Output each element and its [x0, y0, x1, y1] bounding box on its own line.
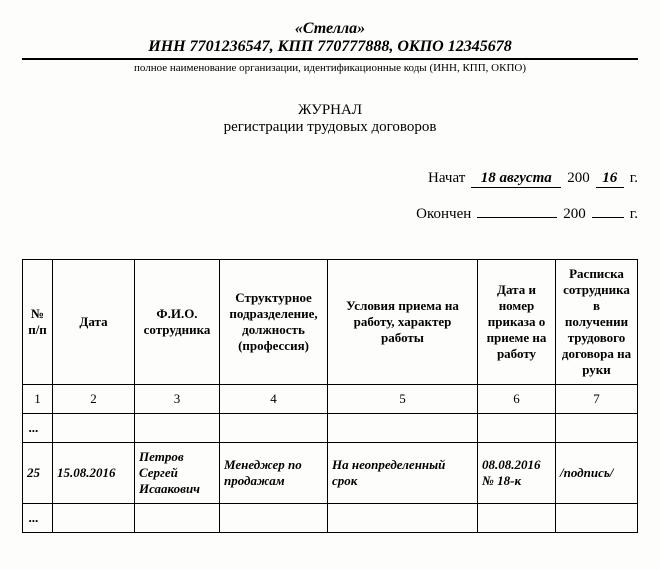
num-1: 1 [23, 385, 53, 414]
th-date: Дата [53, 260, 135, 385]
cell-dept: Менеджер по продажам [220, 443, 328, 504]
end-label: Окончен [416, 206, 471, 223]
end-suffix: г. [630, 206, 638, 223]
start-year: 16 [596, 170, 624, 188]
num-4: 4 [220, 385, 328, 414]
start-suffix: г. [630, 170, 638, 187]
cell-order: 08.08.2016 № 18-к [478, 443, 556, 504]
th-dept: Структурное подразделение, должность (пр… [220, 260, 328, 385]
start-label: Начат [428, 170, 465, 187]
num-7: 7 [556, 385, 638, 414]
end-century: 200 [563, 206, 586, 223]
end-day [477, 200, 557, 218]
cell-n: 25 [23, 443, 53, 504]
ellipsis-cell-2: ... [23, 504, 53, 533]
cell-sign: /подпись/ [556, 443, 638, 504]
th-cond: Условия приема на работу, характер работ… [328, 260, 478, 385]
num-3: 3 [135, 385, 220, 414]
org-caption: полное наименование организации, идентиф… [22, 62, 638, 74]
org-name: «Стелла» [22, 20, 638, 38]
table-header-row: № п/п Дата Ф.И.О. сотрудника Структурное… [23, 260, 638, 385]
table-ellipsis-row-2: ... [23, 504, 638, 533]
th-fio: Ф.И.О. сотрудника [135, 260, 220, 385]
num-6: 6 [478, 385, 556, 414]
num-5: 5 [328, 385, 478, 414]
journal-title: ЖУРНАЛ [22, 102, 638, 119]
end-year [592, 200, 624, 218]
register-table: № п/п Дата Ф.И.О. сотрудника Структурное… [22, 259, 638, 533]
th-n: № п/п [23, 260, 53, 385]
num-2: 2 [53, 385, 135, 414]
journal-subtitle: регистрации трудовых договоров [22, 119, 638, 136]
ellipsis-cell: ... [23, 414, 53, 443]
date-start-row: Начат 18 августа 200 16 г. [22, 170, 638, 188]
date-end-row: Окончен 200 г. [22, 200, 638, 223]
start-day: 18 августа [471, 170, 561, 188]
cell-fio: Петров Сергей Исаакович [135, 443, 220, 504]
start-century: 200 [567, 170, 590, 187]
header-rule [22, 58, 638, 60]
table-ellipsis-row-1: ... [23, 414, 638, 443]
org-codes: ИНН 7701236547, КПП 770777888, ОКПО 1234… [22, 38, 638, 56]
dates-block: Начат 18 августа 200 16 г. Окончен 200 г… [22, 170, 638, 223]
cell-cond: На неопределенный срок [328, 443, 478, 504]
cell-date: 15.08.2016 [53, 443, 135, 504]
table-data-row: 25 15.08.2016 Петров Сергей Исаакович Ме… [23, 443, 638, 504]
th-order: Дата и номер приказа о приеме на работу [478, 260, 556, 385]
th-sign: Расписка сотрудника в получении трудовог… [556, 260, 638, 385]
table-number-row: 1 2 3 4 5 6 7 [23, 385, 638, 414]
